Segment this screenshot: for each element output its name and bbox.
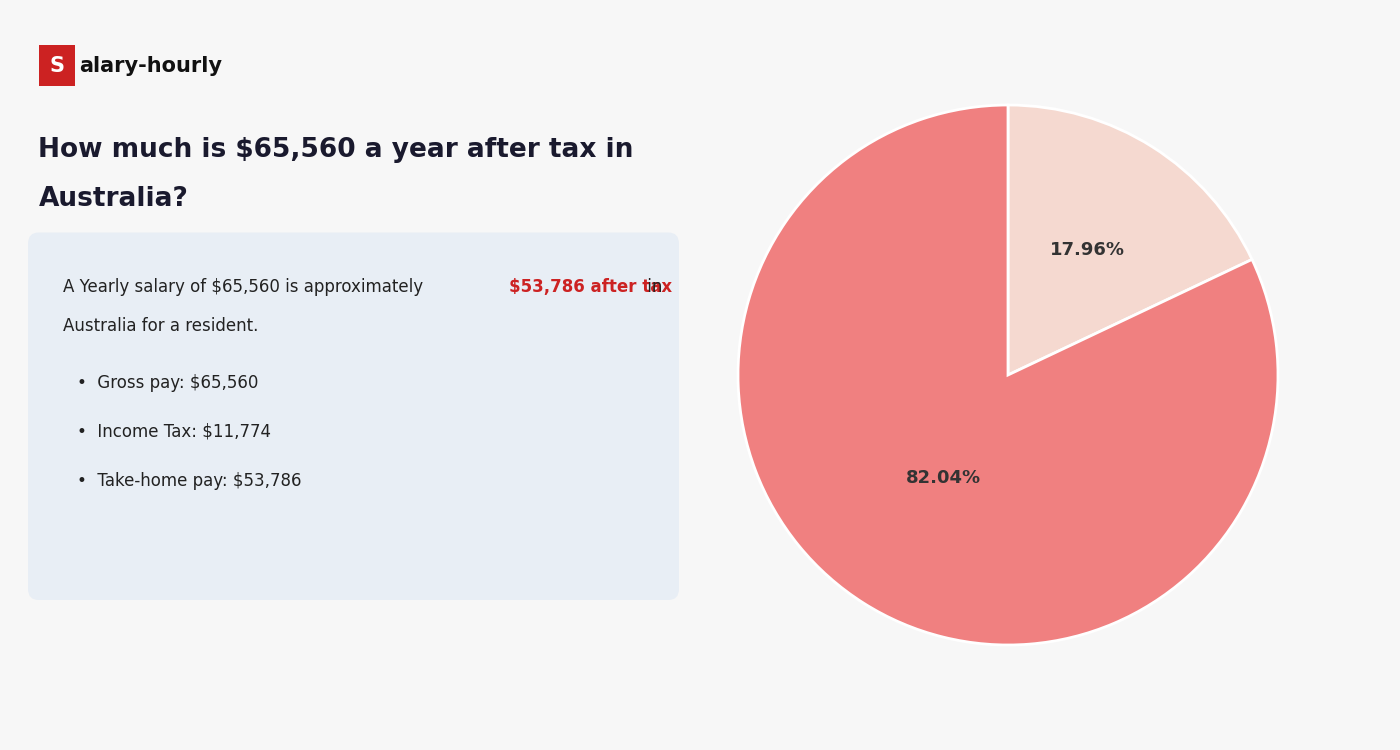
FancyBboxPatch shape — [39, 45, 74, 86]
Wedge shape — [1008, 105, 1252, 375]
Text: Australia for a resident.: Australia for a resident. — [63, 317, 259, 335]
Text: •  Take-home pay: $53,786: • Take-home pay: $53,786 — [77, 472, 301, 490]
Text: 17.96%: 17.96% — [1050, 241, 1126, 259]
Text: •  Gross pay: $65,560: • Gross pay: $65,560 — [77, 374, 259, 392]
Text: Australia?: Australia? — [39, 186, 189, 211]
Text: alary-hourly: alary-hourly — [80, 56, 223, 76]
Wedge shape — [738, 105, 1278, 645]
Text: in: in — [641, 278, 662, 296]
Text: 82.04%: 82.04% — [906, 469, 980, 487]
Text: How much is $65,560 a year after tax in: How much is $65,560 a year after tax in — [39, 137, 634, 163]
Text: A Yearly salary of $65,560 is approximately: A Yearly salary of $65,560 is approximat… — [63, 278, 428, 296]
Text: •  Income Tax: $11,774: • Income Tax: $11,774 — [77, 422, 272, 440]
Text: $53,786 after tax: $53,786 after tax — [510, 278, 672, 296]
Text: S: S — [49, 56, 64, 76]
FancyBboxPatch shape — [28, 232, 679, 600]
